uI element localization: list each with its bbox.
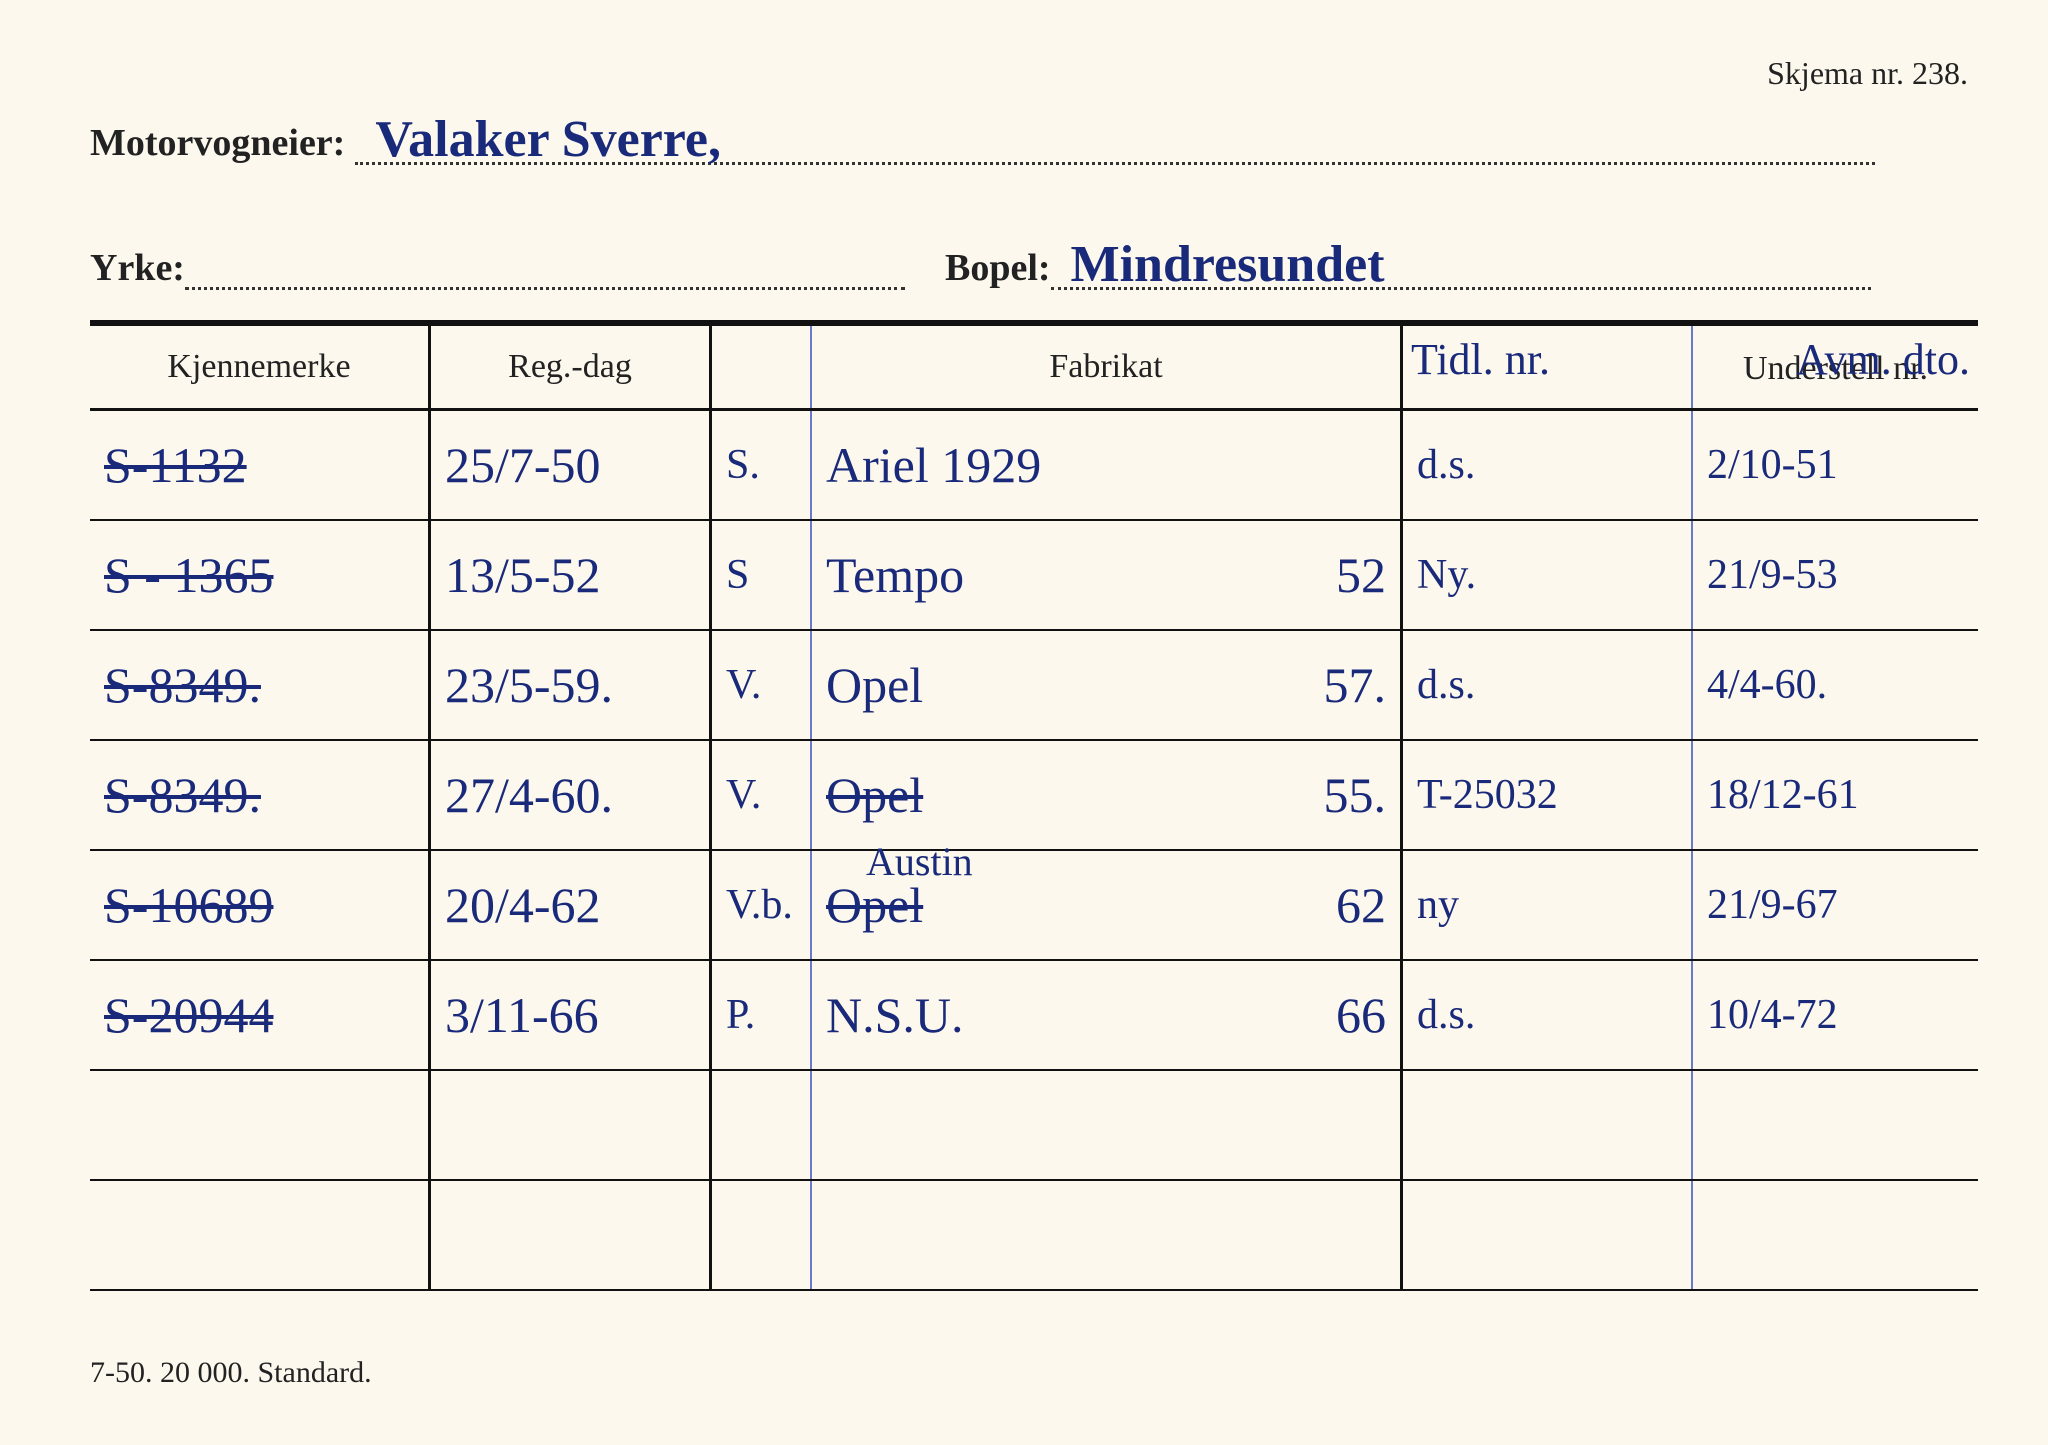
cell-type xyxy=(711,1070,812,1180)
cell-kjennemerke: S-8349. xyxy=(90,740,430,850)
cell-fabrikat: Tempo52 xyxy=(811,520,1402,630)
col-understell: Understell nr. Avm. dto. xyxy=(1692,323,1978,410)
table-row: S-113225/7-50S.Ariel 1929d.s.2/10-51 xyxy=(90,410,1978,521)
cell-tidl: d.s. xyxy=(1402,410,1693,521)
owner-value: Valaker Sverre, xyxy=(375,114,721,166)
cell-type xyxy=(711,1180,812,1290)
cell-avm: 4/4-60. xyxy=(1692,630,1978,740)
registration-table: Kjennemerke Reg.-dag Fabrikat Tidl. nr. … xyxy=(90,320,1978,1291)
cell-regdag: 25/7-50 xyxy=(430,410,711,521)
registration-card: Skjema nr. 238. Motorvogneier: Valaker S… xyxy=(0,0,2048,1445)
cell-type: S xyxy=(711,520,812,630)
cell-tidl: d.s. xyxy=(1402,630,1693,740)
cell-tidl: ny xyxy=(1402,850,1693,960)
cell-avm: 10/4-72 xyxy=(1692,960,1978,1070)
col-tidl: Tidl. nr. xyxy=(1402,323,1693,410)
form-number: Skjema nr. 238. xyxy=(1767,55,1968,92)
cell-fabrikat: N.S.U.66 xyxy=(811,960,1402,1070)
cell-kjennemerke: S - 1365 xyxy=(90,520,430,630)
table-row xyxy=(90,1070,1978,1180)
cell-fabrikat: OpelAustin62 xyxy=(811,850,1402,960)
cell-type: V. xyxy=(711,630,812,740)
col-avm-hw: Avm. dto. xyxy=(1796,334,1970,385)
col-type xyxy=(711,323,812,410)
table-row: S-8349.23/5-59.V.Opel57.d.s.4/4-60. xyxy=(90,630,1978,740)
cell-type: S. xyxy=(711,410,812,521)
cell-fabrikat xyxy=(811,1180,1402,1290)
bopel-label: Bopel: xyxy=(945,246,1051,290)
owner-label: Motorvogneier: xyxy=(90,121,345,165)
col-regdag: Reg.-dag xyxy=(430,323,711,410)
cell-type: P. xyxy=(711,960,812,1070)
table-head: Kjennemerke Reg.-dag Fabrikat Tidl. nr. … xyxy=(90,323,1978,410)
yrke-label: Yrke: xyxy=(90,246,185,290)
cell-tidl xyxy=(1402,1180,1693,1290)
col-kjennemerke: Kjennemerke xyxy=(90,323,430,410)
cell-fabrikat: Opel55. xyxy=(811,740,1402,850)
yrke-field xyxy=(185,235,905,290)
cell-kjennemerke: S-10689 xyxy=(90,850,430,960)
cell-kjennemerke xyxy=(90,1180,430,1290)
cell-regdag: 20/4-62 xyxy=(430,850,711,960)
table-row: S-209443/11-66P.N.S.U.66d.s.10/4-72 xyxy=(90,960,1978,1070)
cell-regdag: 13/5-52 xyxy=(430,520,711,630)
bopel-field: Mindresundet xyxy=(1051,235,1871,290)
table-row xyxy=(90,1180,1978,1290)
owner-row: Motorvogneier: Valaker Sverre, xyxy=(90,110,1978,165)
cell-kjennemerke: S-20944 xyxy=(90,960,430,1070)
bopel-value: Mindresundet xyxy=(1071,239,1385,291)
col-fabrikat: Fabrikat xyxy=(811,323,1402,410)
table-body: S-113225/7-50S.Ariel 1929d.s.2/10-51S - … xyxy=(90,410,1978,1291)
cell-kjennemerke: S-8349. xyxy=(90,630,430,740)
cell-avm: 18/12-61 xyxy=(1692,740,1978,850)
cell-tidl: d.s. xyxy=(1402,960,1693,1070)
cell-regdag xyxy=(430,1180,711,1290)
owner-field: Valaker Sverre, xyxy=(355,110,1875,165)
cell-avm: 2/10-51 xyxy=(1692,410,1978,521)
col-tidl-hw: Tidl. nr. xyxy=(1411,334,1550,385)
cell-type: V.b. xyxy=(711,850,812,960)
footer-print-info: 7-50. 20 000. Standard. xyxy=(90,1356,372,1390)
cell-regdag xyxy=(430,1070,711,1180)
cell-tidl: Ny. xyxy=(1402,520,1693,630)
cell-regdag: 23/5-59. xyxy=(430,630,711,740)
cell-tidl xyxy=(1402,1070,1693,1180)
cell-avm: 21/9-53 xyxy=(1692,520,1978,630)
cell-avm: 21/9-67 xyxy=(1692,850,1978,960)
yrke-bopel-row: Yrke: Bopel: Mindresundet xyxy=(90,235,1978,290)
cell-kjennemerke xyxy=(90,1070,430,1180)
cell-type: V. xyxy=(711,740,812,850)
cell-avm xyxy=(1692,1070,1978,1180)
cell-kjennemerke: S-1132 xyxy=(90,410,430,521)
cell-fabrikat: Ariel 1929 xyxy=(811,410,1402,521)
table-row: S - 136513/5-52STempo52Ny.21/9-53 xyxy=(90,520,1978,630)
cell-avm xyxy=(1692,1180,1978,1290)
table-row: S-1068920/4-62V.b.OpelAustin62ny21/9-67 xyxy=(90,850,1978,960)
cell-fabrikat xyxy=(811,1070,1402,1180)
cell-tidl: T-25032 xyxy=(1402,740,1693,850)
cell-fabrikat: Opel57. xyxy=(811,630,1402,740)
cell-regdag: 3/11-66 xyxy=(430,960,711,1070)
cell-regdag: 27/4-60. xyxy=(430,740,711,850)
table-row: S-8349.27/4-60.V.Opel55.T-2503218/12-61 xyxy=(90,740,1978,850)
